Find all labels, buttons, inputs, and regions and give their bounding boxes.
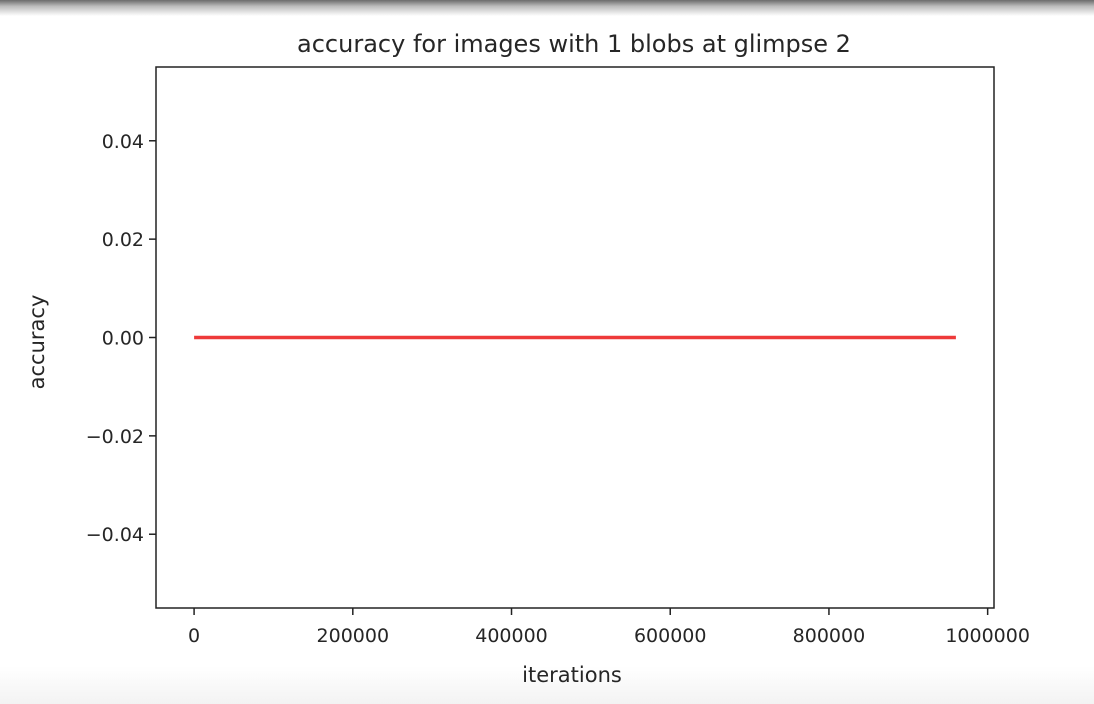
y-axis-label: accuracy bbox=[25, 295, 49, 390]
x-axis-label: iterations bbox=[522, 663, 622, 687]
x-axis: 0 200000 400000 600000 800000 1000000 bbox=[188, 608, 1030, 647]
x-tick-label: 800000 bbox=[793, 625, 866, 647]
x-tick-label: 600000 bbox=[634, 625, 707, 647]
y-tick-label: 0.02 bbox=[102, 229, 144, 251]
top-edge-shadow bbox=[0, 0, 1094, 16]
x-tick-label: 0 bbox=[188, 625, 200, 647]
y-tick-label: −0.04 bbox=[86, 524, 144, 546]
y-tick-label: 0.00 bbox=[102, 328, 144, 350]
bottom-edge-shadow bbox=[0, 666, 1094, 704]
y-tick-label: −0.02 bbox=[86, 426, 144, 448]
x-tick-label: 400000 bbox=[475, 625, 548, 647]
y-axis: 0.04 0.02 0.00 −0.02 −0.04 bbox=[86, 131, 156, 546]
y-tick-label: 0.04 bbox=[102, 131, 144, 153]
x-tick-label: 1000000 bbox=[945, 625, 1030, 647]
chart-title: accuracy for images with 1 blobs at glim… bbox=[297, 30, 851, 58]
x-tick-label: 200000 bbox=[317, 625, 390, 647]
